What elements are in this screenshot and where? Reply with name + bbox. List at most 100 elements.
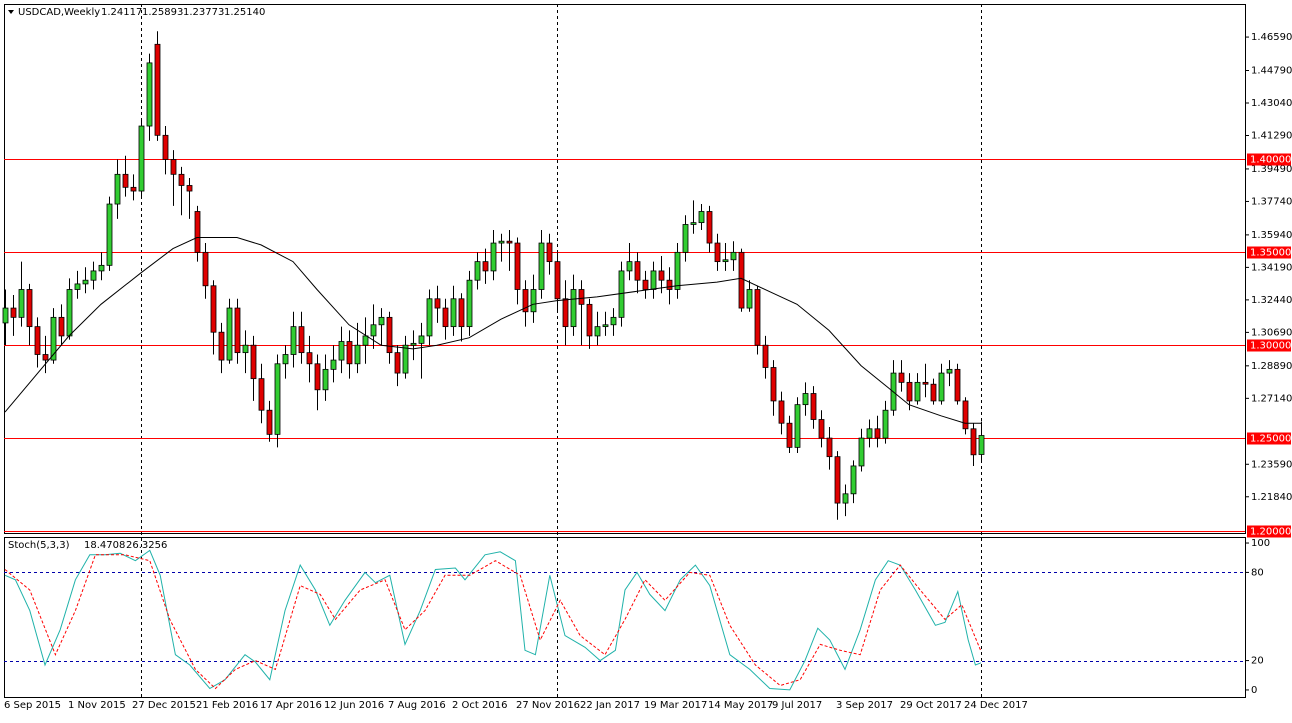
level-label-box bbox=[1247, 339, 1291, 352]
candle-body bbox=[642, 279, 649, 290]
level-label: 1.40000 bbox=[1250, 155, 1291, 166]
candle-body bbox=[378, 316, 385, 326]
y-tick-label: 1.43040 bbox=[1251, 98, 1292, 109]
candle-body bbox=[122, 173, 129, 188]
candle-body bbox=[58, 316, 65, 337]
level-label: 1.20000 bbox=[1250, 527, 1291, 538]
candle-body bbox=[250, 344, 257, 380]
stoch-tick-label: 80 bbox=[1251, 567, 1264, 578]
candle-body bbox=[258, 378, 265, 411]
y-tick-label: 1.41290 bbox=[1251, 131, 1292, 142]
candle-body bbox=[10, 307, 17, 318]
candle-body bbox=[450, 298, 457, 328]
candle-body bbox=[394, 352, 401, 374]
candle-body bbox=[722, 259, 729, 263]
candle-body bbox=[338, 341, 345, 361]
candle-body bbox=[282, 354, 289, 365]
candle-body bbox=[370, 324, 377, 337]
candle-body bbox=[626, 261, 633, 272]
x-tick-label: 24 Dec 2017 bbox=[964, 700, 1028, 711]
candle-body bbox=[2, 307, 9, 324]
candle-body bbox=[362, 335, 369, 346]
candle-body bbox=[42, 354, 49, 361]
candle-body bbox=[298, 326, 305, 354]
candle-body bbox=[690, 222, 697, 225]
level-label-box bbox=[1247, 432, 1291, 445]
y-tick-label: 1.37740 bbox=[1251, 196, 1292, 207]
candle-body bbox=[274, 363, 281, 435]
candle-body bbox=[778, 400, 785, 424]
y-tick-label: 1.28890 bbox=[1251, 361, 1292, 372]
candle-body bbox=[554, 261, 561, 300]
candle-body bbox=[802, 393, 809, 406]
candle-body bbox=[530, 289, 537, 313]
candle-body bbox=[546, 242, 553, 263]
stoch-tick-label: 100 bbox=[1251, 538, 1270, 549]
candle-body bbox=[586, 303, 593, 337]
candle-body bbox=[746, 289, 753, 309]
stoch-tick-label: 0 bbox=[1251, 685, 1257, 696]
menu-arrow[interactable] bbox=[8, 10, 14, 14]
candle-body bbox=[482, 261, 489, 272]
candle-body bbox=[602, 324, 609, 328]
stoch-tick-label: 20 bbox=[1251, 656, 1264, 667]
candle-body bbox=[66, 289, 73, 337]
candle-body bbox=[698, 211, 705, 224]
stoch-line bbox=[4, 554, 982, 690]
candle-body bbox=[82, 279, 89, 285]
candle-body bbox=[634, 261, 641, 281]
y-tick-label: 1.46590 bbox=[1251, 32, 1292, 43]
x-tick-label: 29 Oct 2017 bbox=[900, 700, 962, 711]
stoch-main-value: 18.4708 bbox=[84, 540, 125, 551]
candle-body bbox=[538, 242, 545, 290]
candle-body bbox=[426, 298, 433, 337]
x-tick-label: 21 Feb 2016 bbox=[196, 700, 258, 711]
y-tick-label: 1.44790 bbox=[1251, 65, 1292, 76]
candle-body bbox=[98, 264, 105, 272]
level-label-box bbox=[1247, 153, 1291, 166]
stoch-signal-value: 26.3256 bbox=[126, 540, 167, 551]
candle-body bbox=[402, 344, 409, 374]
candle-body bbox=[954, 368, 961, 402]
candle-body bbox=[730, 251, 737, 261]
candle-body bbox=[794, 404, 801, 448]
candle-body bbox=[570, 289, 577, 328]
x-tick-label: 9 Jul 2017 bbox=[772, 700, 822, 711]
candle-body bbox=[906, 381, 913, 402]
price-panel bbox=[4, 4, 1246, 534]
x-tick-label: 3 Sep 2017 bbox=[836, 700, 893, 711]
candle-body bbox=[922, 381, 929, 385]
candle-body bbox=[242, 344, 249, 354]
x-tick-label: 22 Jan 2017 bbox=[580, 700, 640, 711]
y-tick-label: 1.35940 bbox=[1251, 230, 1292, 241]
candle-body bbox=[74, 283, 81, 290]
level-label-box bbox=[1247, 246, 1291, 259]
x-tick-label: 14 May 2017 bbox=[708, 700, 773, 711]
candle-body bbox=[866, 428, 873, 439]
candle-body bbox=[50, 316, 57, 361]
low-value: 1.23773 bbox=[183, 7, 224, 18]
candle-body bbox=[826, 437, 833, 458]
candle-body bbox=[410, 342, 417, 346]
candle-body bbox=[354, 344, 361, 365]
close-value: 1.25140 bbox=[224, 7, 265, 18]
y-tick-label: 1.27140 bbox=[1251, 393, 1292, 404]
y-tick-label: 1.34190 bbox=[1251, 262, 1292, 273]
candle-body bbox=[738, 251, 745, 309]
x-tick-label: 1 Nov 2015 bbox=[68, 700, 126, 711]
candle-body bbox=[290, 326, 297, 355]
high-value: 1.25893 bbox=[142, 7, 183, 18]
candle-body bbox=[706, 211, 713, 244]
candle-body bbox=[562, 298, 569, 328]
candle-body bbox=[786, 422, 793, 448]
candle-body bbox=[18, 289, 25, 318]
candle-body bbox=[522, 289, 529, 313]
candle-body bbox=[946, 368, 953, 374]
x-tick-label: 6 Sep 2015 bbox=[4, 700, 61, 711]
candle-body bbox=[498, 240, 505, 244]
x-tick-label: 27 Nov 2016 bbox=[516, 700, 580, 711]
candle-body bbox=[202, 251, 209, 287]
stoch-label: Stoch(5,3,3) bbox=[8, 540, 70, 551]
candle-body bbox=[610, 316, 617, 326]
